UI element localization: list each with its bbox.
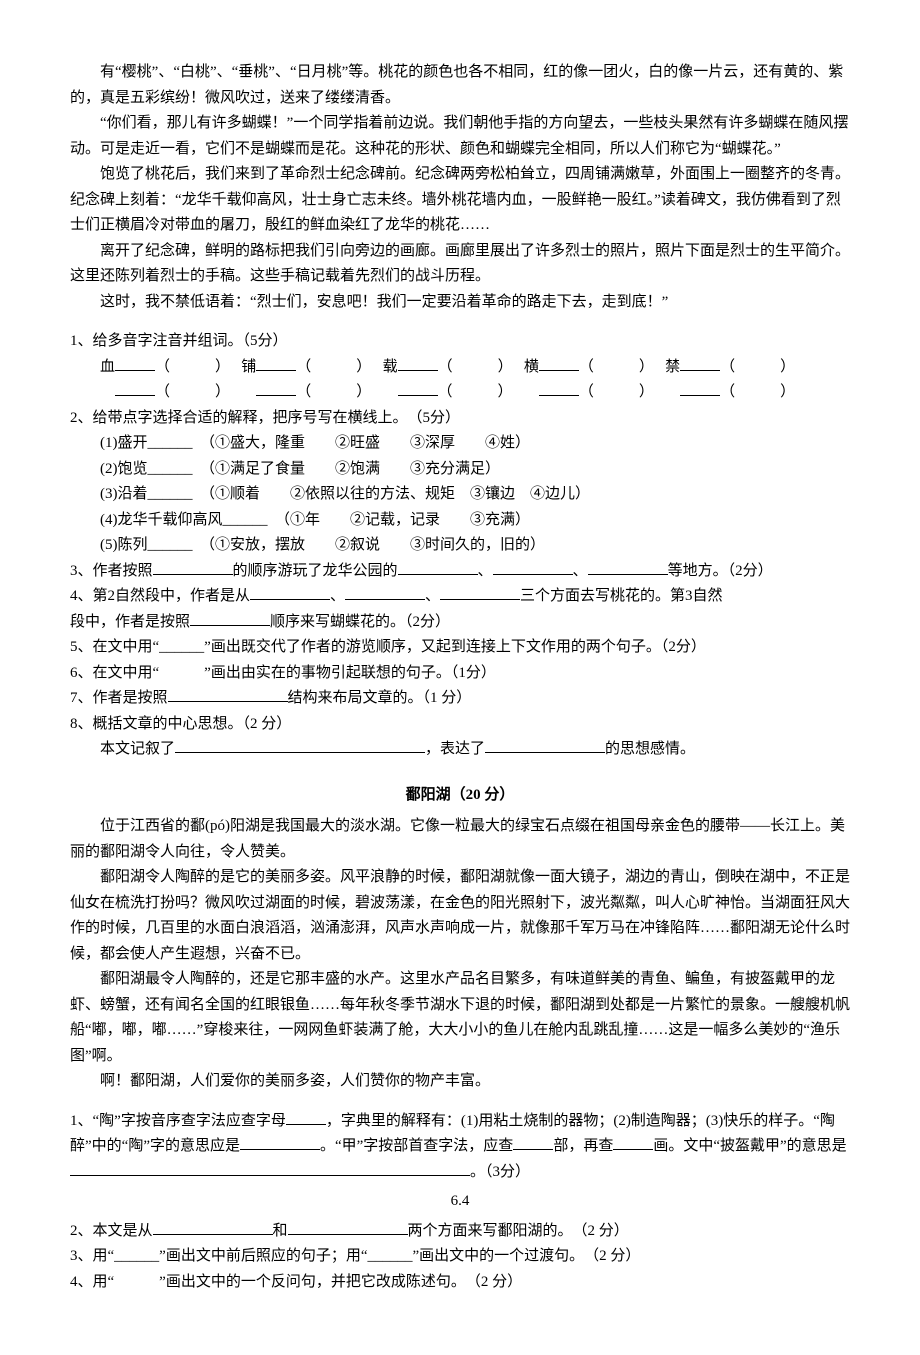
p2q1-c: 。“甲”字按部首查字法，应查 — [320, 1138, 513, 1154]
passage1-p2: “你们看，那儿有许多蝴蝶！”一个同学指着前边说。我们朝他手指的方向望去，一些枝头… — [70, 111, 850, 162]
p2q1-a: 1、“陶”字按音序查字法应查字母 — [70, 1113, 286, 1129]
q2-item-0: (1)盛开______ （①盛大，隆重 ②旺盛 ③深厚 ④姓） — [70, 431, 850, 457]
blank[interactable] — [440, 584, 520, 600]
q8-line: 本文记叙了 ，表达了 的思想感情。 — [70, 737, 850, 763]
blank[interactable] — [153, 559, 233, 575]
q1-char-4: 禁 — [665, 359, 680, 375]
blank[interactable] — [168, 686, 288, 702]
blank[interactable] — [398, 380, 438, 396]
q3-b: 的顺序游玩了龙华公园的 — [233, 563, 398, 579]
p2q1-e: 画。文中“披盔戴甲”的意思是 — [653, 1138, 846, 1154]
blank[interactable] — [256, 380, 296, 396]
p2q1-f: 。（3分） — [470, 1164, 530, 1180]
q1-char-3: 横 — [524, 359, 539, 375]
q8-c: 的思想感情。 — [605, 741, 695, 757]
blank[interactable] — [398, 355, 438, 371]
blank[interactable] — [539, 380, 579, 396]
p2q2-c: 两个方面来写鄱阳湖的。 （2 分） — [408, 1223, 629, 1239]
blank[interactable] — [680, 380, 720, 396]
blank[interactable] — [286, 1109, 326, 1125]
q2-item-2: (3)沿着______ （①顺着 ②依照以往的方法、规矩 ③镶边 ④边儿） — [70, 482, 850, 508]
passage2-p3: 鄱阳湖最令人陶醉的，还是它那丰盛的水产。这里水产品名目繁多，有味道鲜美的青鱼、鳊… — [70, 967, 850, 1069]
blank[interactable] — [539, 355, 579, 371]
q3-c: 等地方。（2分） — [668, 563, 773, 579]
blank[interactable] — [345, 584, 425, 600]
passage2-p4: 啊！鄱阳湖，人们爱你的美丽多姿，人们赞你的物产丰富。 — [70, 1069, 850, 1095]
p2-q1: 1、“陶”字按音序查字法应查字母，字典里的解释有：(1)用粘土烧制的器物；(2)… — [70, 1109, 850, 1186]
q1-char-2: 载 — [383, 359, 398, 375]
q4-l1b: 三个方面去写桃花的。第3自然 — [520, 588, 723, 604]
passage1-p1: 有“樱桃”、“白桃”、“垂桃”、“日月桃”等。桃花的颜色也各不相同，红的像一团火… — [70, 60, 850, 111]
page-number: 6.4 — [70, 1189, 850, 1215]
q8-a: 本文记叙了 — [100, 741, 175, 757]
q4-l2a: 段中，作者是按照 — [70, 614, 190, 630]
q7: 7、作者是按照 结构来布局文章的。（1 分） — [70, 686, 850, 712]
blank[interactable] — [70, 1160, 470, 1176]
passage2-title: 鄱阳湖（20 分） — [70, 783, 850, 809]
blank[interactable] — [115, 355, 155, 371]
p2-q4: 4、用“ ”画出文中的一个反问句，并把它改成陈述句。 （2 分） — [70, 1270, 850, 1296]
passage2-p1: 位于江西省的鄱(pó)阳湖是我国最大的淡水湖。它像一粒最大的绿宝石点缀在祖国母亲… — [70, 814, 850, 865]
blank[interactable] — [588, 559, 668, 575]
blank[interactable] — [153, 1219, 273, 1235]
blank[interactable] — [493, 559, 573, 575]
q2-item-1: (2)饱览______ （①满足了食量 ②饱满 ③充分满足） — [70, 457, 850, 483]
p2-q3: 3、用“______”画出文中前后照应的句子；用“______”画出文中的一个过… — [70, 1244, 850, 1270]
q1-row2: （ ） （ ） （ ） （ ） （ ） — [70, 380, 850, 406]
q5: 5、在文中用“______”画出既交代了作者的游览顺序，又起到连接上下文作用的两… — [70, 635, 850, 661]
q4-l2b: 顺序来写蝴蝶花的。（2分） — [270, 614, 450, 630]
blank[interactable] — [288, 1219, 408, 1235]
passage1-p5: 这时，我不禁低语着：“烈士们，安息吧！我们一定要沿着革命的路走下去，走到底！” — [70, 290, 850, 316]
blank[interactable] — [256, 355, 296, 371]
passage1-p4: 离开了纪念碑，鲜明的路标把我们引向旁边的画廊。画廊里展出了许多烈士的照片，照片下… — [70, 239, 850, 290]
q3-a: 3、作者按照 — [70, 563, 153, 579]
q4-l1a: 4、第2自然段中，作者是从 — [70, 588, 250, 604]
q2-stem: 2、给带点字选择合适的解释，把序号写在横线上。 （5分） — [70, 406, 850, 432]
blank[interactable] — [680, 355, 720, 371]
q3: 3、作者按照的顺序游玩了龙华公园的、、等地方。（2分） — [70, 559, 850, 585]
q2-item-4: (5)陈列______ （①安放，摆放 ②叙说 ③时间久的，旧的） — [70, 533, 850, 559]
blank[interactable] — [115, 380, 155, 396]
blank[interactable] — [190, 610, 270, 626]
blank[interactable] — [175, 737, 425, 753]
p2q1-d: 部，再查 — [553, 1138, 613, 1154]
passage1-p3: 饱览了桃花后，我们来到了革命烈士纪念碑前。纪念碑两旁松柏耸立，四周铺满嫩草，外面… — [70, 162, 850, 239]
p2q2-a: 2、本文是从 — [70, 1223, 153, 1239]
q1-stem: 1、给多音字注音并组词。（5分） — [70, 329, 850, 355]
q7-a: 7、作者是按照 — [70, 690, 168, 706]
p2q2-b: 和 — [273, 1223, 288, 1239]
blank[interactable] — [398, 559, 478, 575]
q2-item-3: (4)龙华千载仰高风______ （①年 ②记载，记录 ③充满） — [70, 508, 850, 534]
q1-row1: 血（ ） 铺（ ） 载（ ） 横（ ） 禁（ ） — [70, 355, 850, 381]
blank[interactable] — [485, 737, 605, 753]
q8-stem: 8、概括文章的中心思想。（2 分） — [70, 712, 850, 738]
q4-l1: 4、第2自然段中，作者是从、、三个方面去写桃花的。第3自然 — [70, 584, 850, 610]
q1-char-0: 血 — [100, 359, 115, 375]
p2-q2: 2、本文是从 和 两个方面来写鄱阳湖的。 （2 分） — [70, 1219, 850, 1245]
q6: 6、在文中用“ ”画出由实在的事物引起联想的句子。（1分） — [70, 661, 850, 687]
blank[interactable] — [240, 1134, 320, 1150]
blank[interactable] — [513, 1134, 553, 1150]
q8-b: ，表达了 — [425, 741, 485, 757]
q1-char-1: 铺 — [241, 359, 256, 375]
q7-b: 结构来布局文章的。（1 分） — [288, 690, 472, 706]
passage2-p2: 鄱阳湖令人陶醉的是它的美丽多姿。风平浪静的时候，鄱阳湖就像一面大镜子，湖边的青山… — [70, 865, 850, 967]
blank[interactable] — [250, 584, 330, 600]
q4-l2: 段中，作者是按照 顺序来写蝴蝶花的。（2分） — [70, 610, 850, 636]
blank[interactable] — [613, 1134, 653, 1150]
